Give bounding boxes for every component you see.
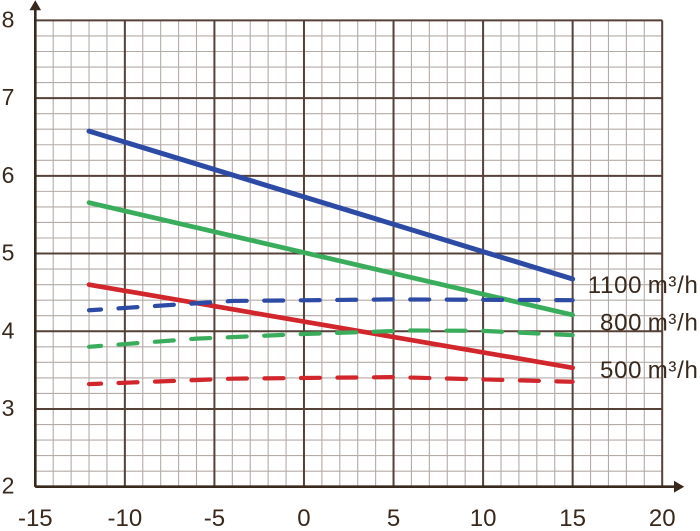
svg-text:-10: -10: [108, 505, 143, 531]
svg-text:-15: -15: [18, 505, 53, 531]
svg-text:800 m³/h: 800 m³/h: [600, 309, 698, 336]
svg-text:1100 m³/h: 1100 m³/h: [588, 272, 699, 299]
svg-text:500 m³/h: 500 m³/h: [600, 357, 698, 384]
svg-text:6: 6: [2, 162, 15, 188]
svg-text:4: 4: [2, 317, 15, 343]
svg-text:-5: -5: [204, 505, 225, 531]
svg-text:8: 8: [2, 6, 15, 32]
svg-text:20: 20: [649, 505, 676, 531]
svg-text:7: 7: [2, 84, 15, 110]
svg-text:15: 15: [559, 505, 586, 531]
svg-text:5: 5: [387, 505, 400, 531]
svg-text:2: 2: [2, 473, 15, 499]
svg-text:0: 0: [297, 505, 310, 531]
svg-text:5: 5: [2, 240, 15, 266]
svg-text:10: 10: [470, 505, 497, 531]
svg-text:3: 3: [2, 395, 15, 421]
